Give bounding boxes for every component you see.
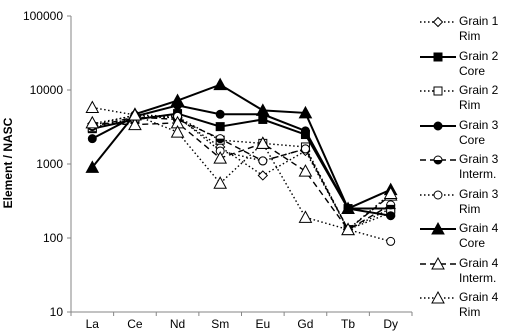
legend-marker bbox=[433, 86, 443, 96]
legend-marker bbox=[431, 290, 445, 304]
marker-half bbox=[434, 160, 442, 164]
axes: 10 100 1000 10000 100000 La Ce Nd Sm Eu Gd Tb Dy bbox=[23, 9, 413, 331]
data-point bbox=[255, 103, 270, 116]
x-tick-label: La bbox=[86, 317, 100, 331]
data-point bbox=[87, 134, 97, 144]
legend-marker bbox=[431, 256, 445, 269]
data-point bbox=[257, 170, 269, 181]
data-point bbox=[213, 176, 228, 189]
series-7 bbox=[85, 77, 398, 215]
series-line bbox=[92, 122, 392, 231]
data-point bbox=[85, 115, 100, 129]
data-point bbox=[215, 109, 225, 119]
data-point bbox=[213, 151, 228, 164]
legend-swatch bbox=[420, 16, 456, 28]
x-tick-label: Tb bbox=[341, 317, 355, 331]
legend-item: Grain 3 Rim bbox=[418, 187, 522, 222]
y-tick-label: 100000 bbox=[23, 9, 63, 23]
series-line bbox=[91, 83, 392, 210]
data-point bbox=[383, 186, 398, 199]
legend-item: Grain 4 Core bbox=[418, 221, 522, 256]
series-9 bbox=[85, 100, 398, 236]
legend-swatch bbox=[420, 221, 456, 235]
legend-item: Grain 2 Rim bbox=[418, 83, 522, 118]
marker-half bbox=[386, 204, 395, 209]
legend-marker bbox=[433, 52, 443, 61]
legend-marker bbox=[433, 190, 443, 199]
legend-swatch bbox=[420, 52, 456, 61]
data-point bbox=[170, 93, 185, 107]
legend-marker bbox=[433, 155, 443, 165]
chart: 10 100 1000 10000 100000 La Ce Nd Sm Eu Gd Tb Dy Ele… bbox=[1, 9, 413, 331]
legend-item: Grain 4 Rim bbox=[418, 290, 522, 325]
legend-marker bbox=[431, 221, 445, 235]
legend-label: Grain 2 Core bbox=[459, 48, 499, 78]
data-point bbox=[258, 156, 268, 166]
legend-item: Grain 4 Interm. bbox=[418, 256, 522, 291]
legend-marker bbox=[433, 121, 443, 130]
series-layer bbox=[85, 77, 398, 246]
legend-swatch bbox=[420, 290, 456, 304]
data-point bbox=[128, 107, 142, 121]
series-3 bbox=[87, 112, 396, 235]
series-line bbox=[92, 106, 392, 231]
data-point bbox=[85, 100, 100, 114]
series-5 bbox=[87, 112, 396, 235]
legend-item: Grain 3 Core bbox=[418, 118, 522, 153]
legend-label: Grain 3 Core bbox=[459, 117, 499, 147]
data-point bbox=[213, 77, 228, 91]
data-point bbox=[298, 210, 313, 223]
legend-swatch bbox=[420, 256, 456, 269]
series-line bbox=[92, 116, 391, 231]
data-point bbox=[341, 201, 355, 215]
data-point bbox=[386, 200, 396, 210]
legend-marker bbox=[432, 16, 444, 28]
legend-label: Grain 2 Rim bbox=[459, 83, 499, 112]
legend: Grain 1 Rim Grain 2 Core Grain 2 Rim Grain … bbox=[418, 14, 522, 325]
legend-swatch bbox=[420, 190, 456, 199]
data-point bbox=[300, 126, 310, 136]
legend-swatch bbox=[420, 86, 456, 96]
legend-item: Grain 1 Rim bbox=[418, 14, 522, 49]
x-tick-label: Nd bbox=[170, 317, 185, 331]
data-point bbox=[85, 160, 100, 173]
y-axis-label: Element / NASC bbox=[1, 117, 15, 208]
legend-label: Grain 3 Rim bbox=[459, 186, 499, 216]
data-point bbox=[170, 125, 185, 138]
x-tick-label: Ce bbox=[127, 317, 143, 331]
x-tick-label: Dy bbox=[383, 317, 398, 331]
data-point bbox=[128, 117, 142, 131]
legend-label: Grain 4 Rim bbox=[459, 290, 499, 319]
data-point bbox=[298, 105, 313, 119]
legend-item: Grain 2 Core bbox=[418, 49, 522, 84]
legend-swatch bbox=[420, 155, 456, 165]
x-tick-label: Gd bbox=[297, 317, 313, 331]
y-tick-label: 1000 bbox=[36, 157, 63, 171]
y-tick-label: 10000 bbox=[30, 83, 64, 97]
data-point bbox=[215, 122, 225, 132]
y-tick-label: 100 bbox=[43, 231, 63, 245]
legend-item: Grain 3 Interm. bbox=[418, 152, 522, 187]
x-tick-label: Eu bbox=[255, 317, 270, 331]
y-tick-label: 10 bbox=[50, 305, 64, 319]
legend-label: Grain 1 Rim bbox=[459, 14, 499, 43]
data-point bbox=[386, 211, 396, 221]
legend-swatch bbox=[420, 121, 456, 130]
series-8 bbox=[85, 115, 398, 236]
data-point bbox=[255, 136, 270, 149]
data-point bbox=[298, 164, 313, 177]
data-point bbox=[300, 144, 310, 154]
series-line bbox=[91, 104, 391, 217]
data-point bbox=[386, 236, 396, 246]
series-line bbox=[92, 116, 392, 231]
series-line bbox=[92, 114, 391, 243]
marker-half bbox=[216, 138, 225, 143]
legend-label: Grain 4 Core bbox=[459, 221, 499, 250]
legend-label: Grain 3 Interm. bbox=[459, 152, 499, 181]
data-point bbox=[215, 134, 225, 144]
x-tick-label: Sm bbox=[211, 317, 229, 331]
data-point bbox=[341, 222, 355, 236]
legend-label: Grain 4 Interm. bbox=[459, 255, 499, 285]
